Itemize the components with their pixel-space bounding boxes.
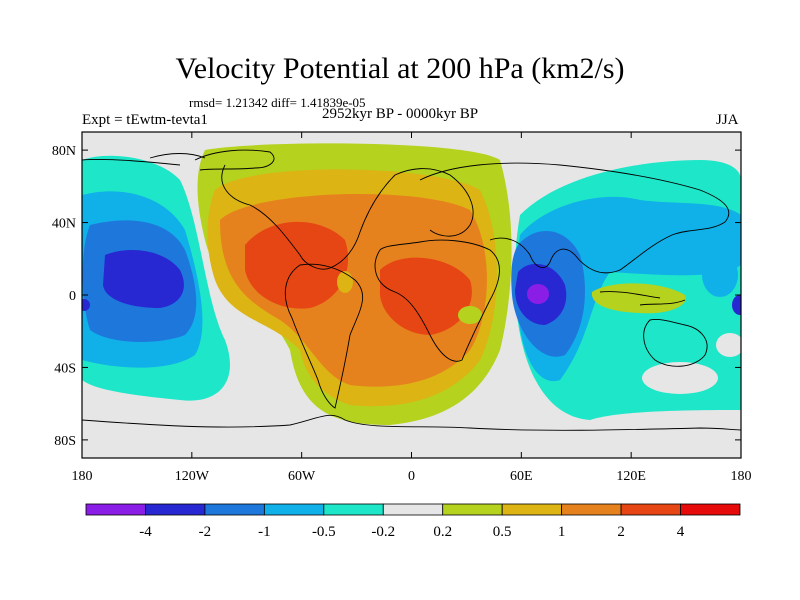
coastlines bbox=[82, 149, 741, 431]
colorbar-label: 1 bbox=[558, 524, 566, 540]
lat-tick-label: 40S bbox=[54, 361, 76, 376]
contour-positive-2-east bbox=[379, 257, 472, 335]
contour-west-pacific-low bbox=[702, 253, 738, 297]
colorbar: -4 -2 -1 -0.5 -0.2 0.2 0.5 1 2 4 bbox=[85, 503, 741, 540]
contour-edge-low bbox=[732, 295, 741, 315]
colorbar-swatch bbox=[620, 503, 681, 516]
lon-tick-label: 180 bbox=[72, 469, 93, 484]
colorbar-label: 2 bbox=[617, 524, 625, 540]
lat-tick-label: 40N bbox=[52, 217, 76, 232]
contour-negative-2-west bbox=[103, 250, 184, 308]
colorbar-label: 0.2 bbox=[433, 524, 452, 540]
colorbar-swatch bbox=[501, 503, 563, 516]
lon-tick-label: 0 bbox=[408, 469, 415, 484]
contour-australia-high bbox=[642, 362, 718, 394]
contour-maritime-positive bbox=[591, 283, 686, 314]
colorbar-swatch bbox=[145, 503, 206, 516]
colorbar-label: -2 bbox=[199, 524, 212, 540]
contour-negative-4-east bbox=[527, 284, 549, 304]
colorbar-swatch bbox=[680, 503, 741, 516]
lat-tick-label: 80S bbox=[54, 434, 76, 449]
map-field bbox=[82, 132, 741, 458]
period-label: 2952kyr BP - 0000kyr BP bbox=[322, 106, 479, 122]
colorbar-swatch bbox=[85, 503, 146, 516]
colorbar-label: 0.5 bbox=[493, 524, 512, 540]
contour-positive-2-west bbox=[245, 221, 349, 309]
season-label: JJA bbox=[716, 112, 739, 128]
lon-tick-label: 60W bbox=[288, 469, 316, 484]
colorbar-swatch bbox=[561, 503, 622, 516]
chart-title: Velocity Potential at 200 hPa (km2/s) bbox=[175, 52, 625, 85]
colorbar-swatch bbox=[204, 503, 265, 516]
colorbar-swatch bbox=[323, 503, 384, 516]
contour-negative-edge bbox=[82, 299, 90, 311]
stats-label: rmsd= 1.21342 diff= 1.41839e-05 bbox=[189, 95, 366, 110]
contour-local-low bbox=[337, 271, 353, 293]
lat-tick-label: 80N bbox=[52, 144, 76, 159]
lon-tick-label: 120E bbox=[616, 469, 646, 484]
colorbar-label: -0.2 bbox=[371, 524, 395, 540]
lat-tick-label: 0 bbox=[69, 289, 76, 304]
contour-sp-high bbox=[716, 333, 741, 357]
colorbar-swatch bbox=[263, 503, 325, 516]
colorbar-swatch bbox=[382, 503, 444, 516]
latitude-axis: 80N 40N 0 40S 80S bbox=[52, 144, 741, 449]
colorbar-swatch bbox=[442, 503, 503, 516]
contour-local-low-2 bbox=[458, 306, 482, 324]
colorbar-label: -4 bbox=[139, 524, 152, 540]
colorbar-label: 4 bbox=[677, 524, 685, 540]
lon-tick-label: 120W bbox=[175, 469, 210, 484]
colorbar-label: -0.5 bbox=[312, 524, 336, 540]
lon-tick-label: 60E bbox=[510, 469, 533, 484]
experiment-label: Expt = tEwtm-tevta1 bbox=[82, 112, 208, 128]
lon-tick-label: 180 bbox=[731, 469, 752, 484]
colorbar-label: -1 bbox=[258, 524, 271, 540]
longitude-axis: 180 120W 60W 0 60E 120E 180 bbox=[72, 132, 752, 484]
